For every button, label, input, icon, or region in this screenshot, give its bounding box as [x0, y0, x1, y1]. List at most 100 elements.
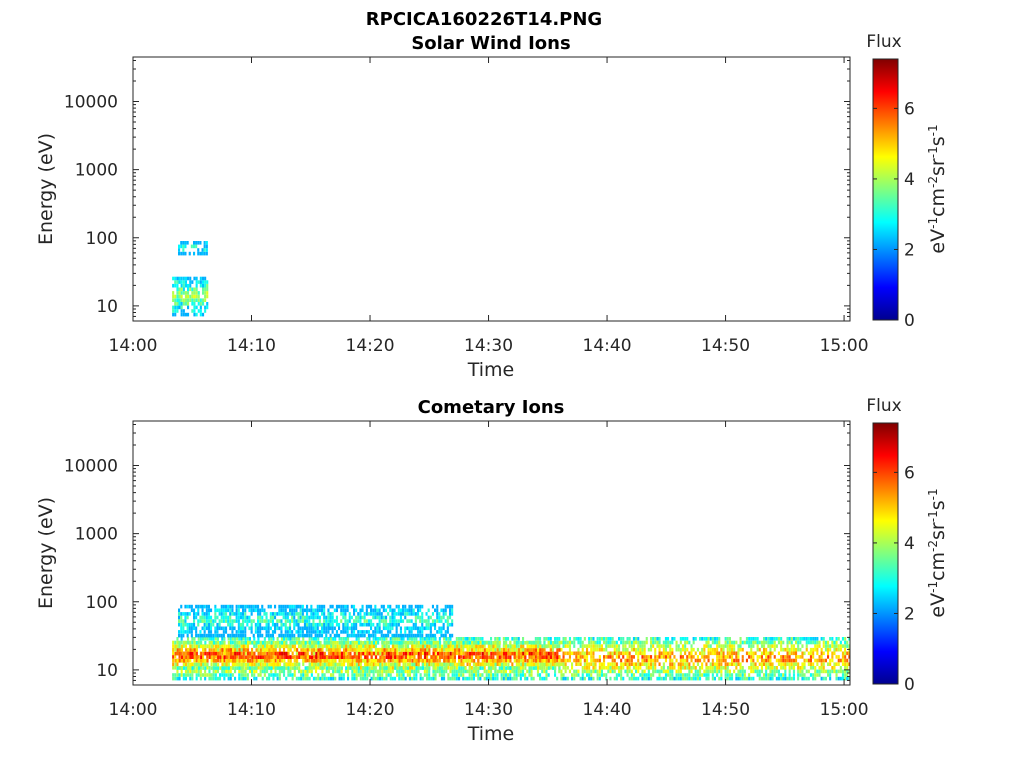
heat-cell	[752, 666, 755, 670]
heat-cell	[379, 666, 382, 670]
heat-cell	[844, 651, 847, 656]
heat-cell	[391, 615, 394, 620]
heat-cell	[304, 659, 307, 663]
heat-cell	[193, 309, 196, 313]
heat-cell	[769, 647, 772, 652]
heat-cell	[357, 637, 360, 641]
heat-cell	[251, 655, 254, 659]
heat-cell	[632, 673, 635, 677]
heat-cell	[760, 658, 763, 663]
heat-cell	[187, 641, 190, 645]
heat-cell	[592, 637, 595, 641]
heat-cell	[571, 651, 574, 656]
heat-cell	[671, 662, 674, 666]
heat-cell	[296, 666, 299, 670]
heat-cell	[200, 644, 203, 649]
heat-cell	[413, 651, 416, 656]
heat-cell	[201, 619, 204, 623]
heat-cell	[431, 622, 434, 627]
heat-cell	[799, 669, 802, 674]
heat-cell	[537, 641, 540, 645]
heat-cell	[353, 641, 356, 645]
heat-cell	[178, 619, 181, 623]
heat-cell	[278, 612, 281, 616]
heat-cell	[581, 673, 584, 677]
heat-cell	[752, 637, 755, 641]
heat-cell	[739, 647, 742, 652]
heat-cell	[184, 280, 187, 284]
heat-cell	[520, 641, 523, 645]
heat-cell	[293, 612, 296, 616]
heat-cell	[317, 666, 320, 670]
heat-cell	[387, 622, 390, 627]
heat-cell	[534, 662, 537, 666]
heat-cell	[240, 651, 243, 656]
heat-cell	[259, 655, 262, 659]
heat-cell	[268, 666, 271, 670]
heat-cell	[389, 641, 392, 645]
heat-cell	[503, 648, 506, 652]
heat-cell	[374, 626, 377, 631]
heat-cell	[231, 633, 234, 638]
heat-cell	[505, 644, 508, 649]
heat-cell	[330, 662, 333, 667]
heat-cell	[423, 637, 426, 641]
heat-cell	[440, 676, 443, 681]
heat-cell	[349, 666, 352, 670]
heat-cell	[336, 666, 339, 670]
heat-cell	[184, 644, 187, 648]
heat-cell	[227, 622, 230, 627]
heat-cell	[520, 662, 523, 667]
heat-cell	[846, 651, 849, 656]
heat-cell	[355, 626, 358, 631]
heat-cell	[720, 651, 723, 656]
heat-cell	[263, 637, 266, 641]
heat-cell	[741, 647, 744, 652]
heat-cell	[438, 637, 441, 641]
heat-cell	[338, 662, 341, 667]
heat-cell	[718, 644, 721, 648]
heat-cell	[214, 608, 217, 613]
heat-cell	[338, 604, 341, 609]
heat-cell	[389, 655, 392, 659]
heat-cell	[641, 651, 644, 656]
heat-cell	[240, 676, 243, 681]
heat-cell	[274, 666, 277, 670]
heat-cell	[434, 644, 437, 648]
heat-cell	[615, 655, 618, 659]
heat-cell	[193, 641, 196, 645]
heat-cell	[839, 676, 842, 681]
heat-cell	[496, 669, 499, 674]
heat-cell	[385, 637, 388, 641]
heat-cell	[414, 604, 417, 609]
heat-cell	[308, 669, 311, 674]
heat-cell	[351, 666, 354, 670]
heat-cell	[301, 633, 304, 638]
heat-cell	[707, 676, 710, 681]
heat-cell	[312, 666, 315, 670]
heat-cell	[214, 619, 217, 623]
heat-cell	[526, 662, 529, 667]
heat-cell	[278, 633, 281, 638]
heat-cell	[368, 669, 371, 674]
heat-cell	[424, 648, 427, 652]
heat-cell	[404, 659, 407, 663]
heat-cell	[372, 666, 375, 670]
heat-cell	[641, 640, 644, 645]
heat-cell	[266, 651, 269, 656]
heat-cell	[223, 669, 226, 674]
heat-cell	[321, 612, 324, 616]
heat-cell	[690, 676, 693, 681]
heat-cell	[247, 666, 250, 670]
heat-cell	[504, 637, 507, 641]
heat-cell	[310, 622, 313, 627]
heat-cell	[236, 662, 239, 667]
heat-cell	[174, 305, 177, 310]
heat-cell	[316, 612, 319, 616]
heat-cell	[350, 630, 353, 634]
heat-cell	[395, 633, 398, 638]
heat-cell	[291, 637, 294, 641]
heat-cell	[207, 619, 210, 623]
heat-cell	[229, 619, 232, 623]
heat-cell	[233, 612, 236, 616]
